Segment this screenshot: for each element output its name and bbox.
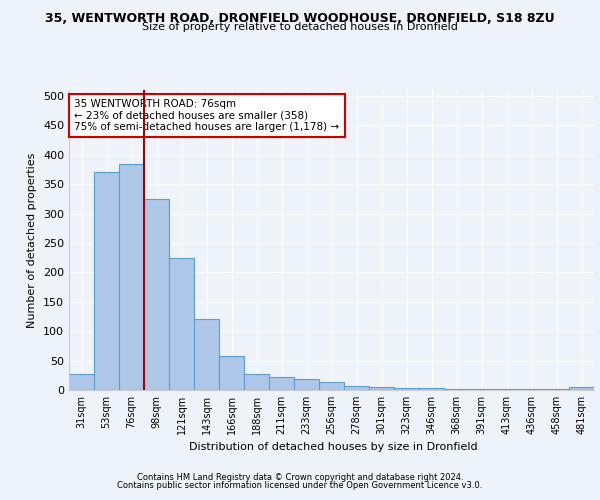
Text: Contains public sector information licensed under the Open Government Licence v3: Contains public sector information licen… [118, 481, 482, 490]
Bar [244, 374, 269, 390]
Bar [419, 388, 444, 390]
Text: Contains HM Land Registry data © Crown copyright and database right 2024.: Contains HM Land Registry data © Crown c… [137, 472, 463, 482]
Bar [69, 374, 94, 390]
Y-axis label: Number of detached properties: Number of detached properties [28, 152, 37, 328]
Bar [569, 387, 594, 390]
Bar [344, 386, 369, 390]
Text: 35 WENTWORTH ROAD: 76sqm
← 23% of detached houses are smaller (358)
75% of semi-: 35 WENTWORTH ROAD: 76sqm ← 23% of detach… [74, 99, 340, 132]
Text: Distribution of detached houses by size in Dronfield: Distribution of detached houses by size … [188, 442, 478, 452]
Bar [319, 382, 344, 390]
Bar [144, 199, 169, 390]
Bar [444, 389, 469, 390]
Bar [219, 356, 244, 390]
Bar [119, 164, 144, 390]
Bar [269, 377, 294, 390]
Text: Size of property relative to detached houses in Dronfield: Size of property relative to detached ho… [142, 22, 458, 32]
Bar [94, 172, 119, 390]
Bar [394, 388, 419, 390]
Bar [294, 380, 319, 390]
Bar [369, 387, 394, 390]
Bar [169, 258, 194, 390]
Text: 35, WENTWORTH ROAD, DRONFIELD WOODHOUSE, DRONFIELD, S18 8ZU: 35, WENTWORTH ROAD, DRONFIELD WOODHOUSE,… [45, 12, 555, 26]
Bar [194, 320, 219, 390]
